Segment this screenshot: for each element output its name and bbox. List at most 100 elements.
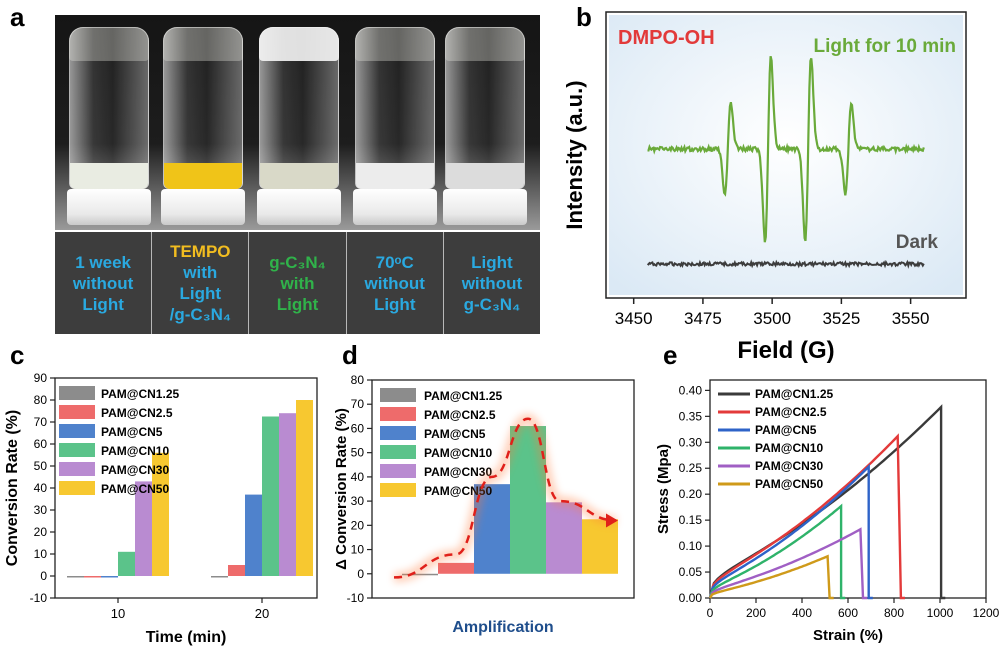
- legend-swatch: [59, 481, 95, 495]
- legend-swatch: [380, 445, 416, 459]
- legend-swatch: [380, 464, 416, 478]
- bar: [245, 494, 262, 576]
- chart-title: DMPO-OH: [618, 27, 715, 49]
- vial-label-line: TEMPO: [170, 242, 231, 261]
- legend-swatch: [59, 462, 95, 476]
- vials-photo: [55, 15, 540, 230]
- bar: [67, 576, 84, 578]
- y-tick-label: 80: [34, 393, 48, 407]
- vial-label-line: with: [280, 273, 315, 293]
- y-tick-label: 70: [351, 397, 365, 411]
- chart-d-delta-conversion: -10 0 10 20 30 40 50 60 70 80 PAM@CN1.25 PAM@CN2.5 P…: [333, 373, 635, 636]
- legend-label: PAM@CN5: [755, 423, 817, 437]
- y-tick-label: 0.25: [679, 461, 703, 475]
- vial-label-line: Light: [471, 252, 513, 272]
- vial-label-line: without: [72, 273, 134, 293]
- vial-label-line: with: [183, 263, 218, 282]
- plot-frame: [371, 379, 635, 599]
- legend-label: PAM@CN50: [755, 477, 823, 491]
- vial-label-line: without: [364, 273, 425, 293]
- legend-swatch: [59, 386, 95, 400]
- trend-curve: [393, 417, 617, 579]
- bar: [84, 576, 101, 578]
- legend-label: PAM@CN30: [424, 465, 492, 479]
- panel-letter-b: b: [576, 2, 592, 32]
- vial-label-line: without: [461, 273, 523, 293]
- legend-label: PAM@CN2.5: [755, 405, 827, 419]
- trend-arrowhead: [606, 513, 618, 528]
- y-tick-label: 10: [351, 543, 365, 557]
- stress-strain-curve: [708, 463, 873, 600]
- y-tick-label: 90: [34, 371, 48, 385]
- vial-label-line: g-C₃N₄: [269, 252, 326, 272]
- x-tick-label: 200: [746, 606, 766, 620]
- series-label-dark: Dark: [896, 232, 939, 253]
- vial: [441, 27, 529, 225]
- x-tick-label: 3475: [684, 309, 722, 328]
- legend-label: PAM@CN50: [101, 482, 169, 496]
- vial-label-line: Light: [82, 294, 124, 314]
- x-tick-label: 3500: [753, 309, 791, 328]
- legend-label: PAM@CN2.5: [101, 406, 173, 420]
- legend-swatch: [59, 405, 95, 419]
- y-tick-label: 0.15: [679, 513, 703, 527]
- y-tick-label: -10: [30, 591, 48, 605]
- bar: [228, 565, 245, 576]
- vial: [159, 27, 247, 225]
- plot-background: [609, 15, 963, 295]
- x-tick-label: 600: [838, 606, 858, 620]
- x-tick-label: 400: [792, 606, 812, 620]
- stress-strain-curve: [708, 503, 846, 600]
- vial-label: g-C₃N₄ with Light: [248, 232, 345, 334]
- vial-label-line: Light: [179, 284, 222, 303]
- y-tick-label: 20: [351, 518, 365, 532]
- legend-swatch: [59, 424, 95, 438]
- y-tick-label: -10: [347, 591, 365, 605]
- x-tick-label: 20: [255, 606, 269, 621]
- y-tick-label: 60: [34, 437, 48, 451]
- x-tick-label: 800: [884, 606, 904, 620]
- vial-label-line: g-C₃N₄: [463, 294, 521, 314]
- y-tick-label: 20: [34, 525, 48, 539]
- plot-frame: [605, 11, 967, 299]
- chart-c-conversion: -10 0 10 20 30 40 50 60 70 80 90 10 20 PAM@CN1.25 PAM@…: [4, 371, 318, 646]
- legend-label: PAM@CN5: [424, 427, 486, 441]
- x-axis-label: Strain (%): [813, 627, 883, 644]
- chart-b-esr: 3450 3475 3500 3525 3550 Field (G) Intensity (…: [562, 11, 967, 364]
- panel-letter-d: d: [342, 340, 358, 370]
- legend-label: PAM@CN30: [101, 463, 169, 477]
- bar: [582, 519, 618, 574]
- y-tick-label: 80: [351, 373, 365, 387]
- bar: [279, 413, 296, 576]
- y-tick-label: 40: [351, 470, 365, 484]
- stress-strain-curve: [708, 433, 905, 600]
- bar: [211, 576, 228, 578]
- y-tick-label: 0.10: [679, 539, 703, 553]
- y-tick-label: 0.40: [679, 383, 703, 397]
- vial-label-line: /g-C₃N₄: [169, 305, 231, 324]
- vial-label: 1 week without Light: [55, 232, 151, 334]
- x-tick-label: 1000: [927, 606, 954, 620]
- legend-label: PAM@CN5: [101, 425, 163, 439]
- x-tick-label: 10: [111, 606, 125, 621]
- legend-label: PAM@CN1.25: [755, 387, 833, 401]
- bar: [262, 416, 279, 576]
- bar: [546, 502, 582, 574]
- y-tick-label: 50: [34, 459, 48, 473]
- y-tick-label: 0.00: [679, 591, 703, 605]
- legend-label: PAM@CN30: [755, 459, 823, 473]
- x-axis-label: Field (G): [737, 337, 834, 364]
- x-axis-label: Amplification: [452, 619, 553, 636]
- vial-label-line: Light: [276, 294, 319, 314]
- panel-letter-e: e: [663, 340, 678, 370]
- bar: [118, 551, 135, 576]
- legend-swatch: [380, 483, 416, 497]
- y-tick-label: 0.05: [679, 565, 703, 579]
- bar: [438, 562, 474, 574]
- legend-label: PAM@CN10: [424, 446, 492, 460]
- y-axis-label: Intensity (a.u.): [562, 80, 587, 229]
- y-tick-label: 0: [357, 567, 364, 581]
- y-tick-label: 0.35: [679, 409, 703, 423]
- chart-e-stress-strain: 0.00 0.05 0.10 0.15 0.20 0.25 0.30 0.35 0.40 0 200…: [655, 379, 1000, 644]
- legend-swatch: [380, 388, 416, 402]
